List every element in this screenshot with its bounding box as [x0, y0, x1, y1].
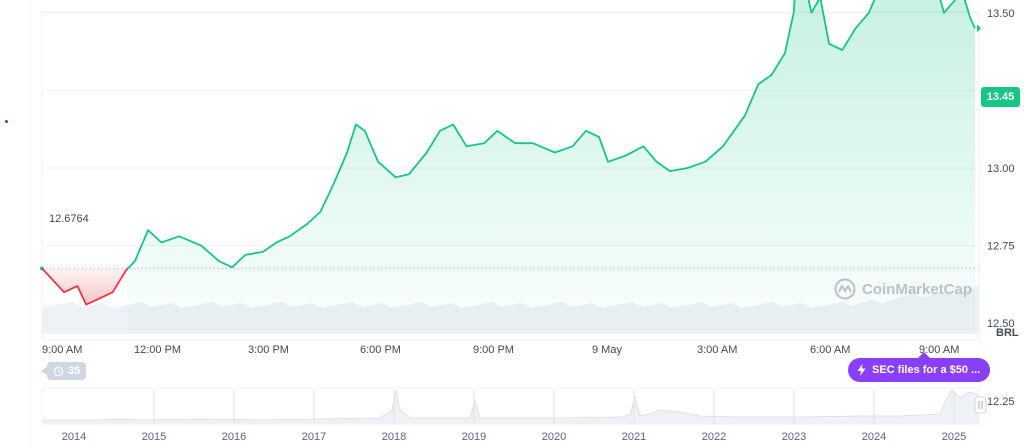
- coinmarketcap-logo: [834, 278, 856, 300]
- y-tick-label: 12.50: [987, 318, 1015, 330]
- timeline-year-label: 2015: [142, 431, 166, 443]
- x-tick-label: 3:00 PM: [248, 344, 289, 356]
- timeline-year-label: 2021: [622, 431, 646, 443]
- watermark: CoinMarketCap: [834, 278, 972, 300]
- timeline-year-label: 2014: [62, 431, 86, 443]
- current-price-badge: 13.45: [981, 87, 1020, 107]
- status-dot: [5, 120, 8, 123]
- watermark-text: CoinMarketCap: [862, 280, 973, 298]
- event-count: 35: [68, 365, 81, 377]
- baseline-label: 12.6764: [46, 213, 92, 225]
- timeline-years: 2014 2015 2016 2017 2018 2019 2020 2021 2022 2023…: [62, 431, 966, 443]
- timeline-year-label: 2016: [222, 431, 246, 443]
- plot-frame: [41, 11, 980, 341]
- x-tick-label: 3:00 AM: [697, 344, 737, 356]
- news-text: SEC files for a $50 ...: [872, 364, 981, 376]
- x-tick-label: 12:00 PM: [134, 344, 181, 356]
- y-tick-label: 12.25: [987, 396, 1015, 408]
- x-axis: 9:00 AM 12:00 PM 3:00 PM 6:00 PM 9:00 PM 9 Ma…: [42, 344, 959, 356]
- price-line-down: [41, 267, 129, 306]
- timeline-year-label: 2024: [862, 431, 886, 443]
- timeline-year-label: 2023: [782, 431, 806, 443]
- timeline-year-label: 2025: [942, 431, 966, 443]
- price-lines: [41, 0, 981, 306]
- news-pill[interactable]: SEC files for a $50 ...: [848, 352, 991, 382]
- timeline-year-label: 2020: [542, 431, 566, 443]
- currency-label: BRL: [996, 327, 1019, 339]
- y-tick-label: 12.75: [987, 241, 1015, 253]
- timeline-year-label: 2022: [702, 431, 726, 443]
- x-tick-label: 9:00 AM: [42, 344, 82, 356]
- clock-history-icon: [53, 366, 64, 376]
- x-tick-label: 6:00 PM: [360, 344, 401, 356]
- timeline-navigator[interactable]: [41, 387, 987, 425]
- lightning-icon: [857, 364, 866, 376]
- x-tick-label: 6:00 AM: [810, 344, 850, 356]
- price-areas: [42, 0, 975, 332]
- drag-handle-icon[interactable]: [974, 396, 987, 414]
- current-price-pointer: [977, 24, 981, 33]
- x-tick-label: 9:00 PM: [473, 344, 514, 356]
- price-area-up: [127, 0, 975, 332]
- y-tick-label: 13.00: [987, 163, 1015, 175]
- price-area-down: [42, 268, 128, 305]
- event-badge[interactable]: 35: [40, 362, 87, 380]
- timeline-year-label: 2019: [462, 431, 486, 443]
- price-line-up: [127, 0, 976, 270]
- x-tick-label: 9 May: [592, 344, 622, 356]
- timeline-year-label: 2017: [302, 431, 326, 443]
- y-tick-label: 13.50: [987, 8, 1015, 20]
- timeline-year-label: 2018: [382, 431, 406, 443]
